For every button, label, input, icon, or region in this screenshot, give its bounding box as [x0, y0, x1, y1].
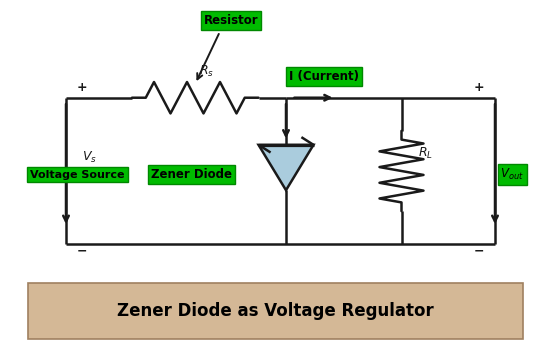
Text: Resistor: Resistor [204, 14, 258, 28]
FancyBboxPatch shape [28, 283, 522, 339]
Text: $V_s$: $V_s$ [82, 149, 97, 165]
Text: −: − [77, 245, 87, 258]
Text: $R_L$: $R_L$ [418, 146, 433, 161]
Text: Voltage Source: Voltage Source [30, 170, 125, 179]
Text: −: − [474, 245, 484, 258]
Polygon shape [258, 145, 314, 190]
Text: +: + [474, 81, 484, 94]
Text: Zener Diode: Zener Diode [151, 168, 232, 181]
Text: I (Current): I (Current) [289, 70, 359, 83]
Text: +: + [77, 81, 87, 94]
Text: $V_{out}$: $V_{out}$ [500, 167, 524, 182]
Text: $R_s$: $R_s$ [199, 64, 214, 79]
Text: Zener Diode as Voltage Regulator: Zener Diode as Voltage Regulator [117, 302, 433, 320]
